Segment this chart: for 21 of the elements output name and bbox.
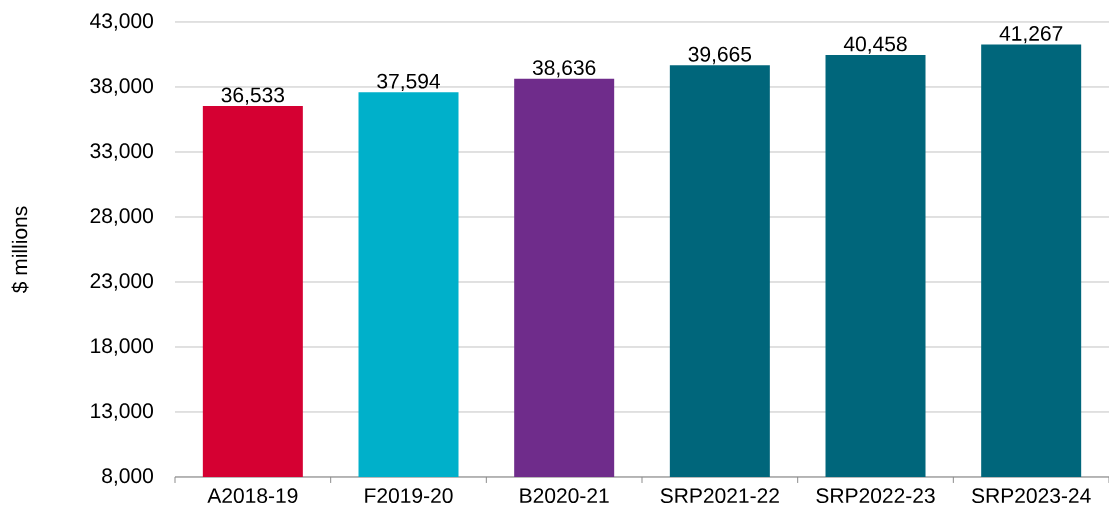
y-axis-title: $ millions <box>11 206 29 294</box>
y-tick-label: 8,000 <box>102 468 153 486</box>
data-label: 41,267 <box>999 25 1063 44</box>
y-tick-label: 13,000 <box>91 403 153 421</box>
x-tick-label: F2019-20 <box>365 488 453 504</box>
x-tick-label: SRP2021-22 <box>660 488 779 504</box>
y-tick-label: 33,000 <box>90 143 153 161</box>
x-tick-label: SRP2022-23 <box>816 488 935 504</box>
data-label: 37,594 <box>377 73 440 92</box>
data-label: 40,458 <box>843 36 907 54</box>
y-tick-label: 23,000 <box>90 273 153 291</box>
y-tick-label: 38,000 <box>90 78 153 96</box>
y-tick-label: 18,000 <box>91 338 153 356</box>
data-label: 36,533 <box>221 87 285 105</box>
x-tick-label: B2020-21 <box>520 488 609 504</box>
y-tick-label: 43,000 <box>90 13 153 31</box>
x-tick-label: A2018-19 <box>207 488 298 504</box>
data-label: 39,665 <box>688 46 752 65</box>
y-tick-label: 28,000 <box>90 208 153 226</box>
x-tick-label: SRP2023-24 <box>972 488 1091 504</box>
data-label: 38,636 <box>532 60 596 78</box>
